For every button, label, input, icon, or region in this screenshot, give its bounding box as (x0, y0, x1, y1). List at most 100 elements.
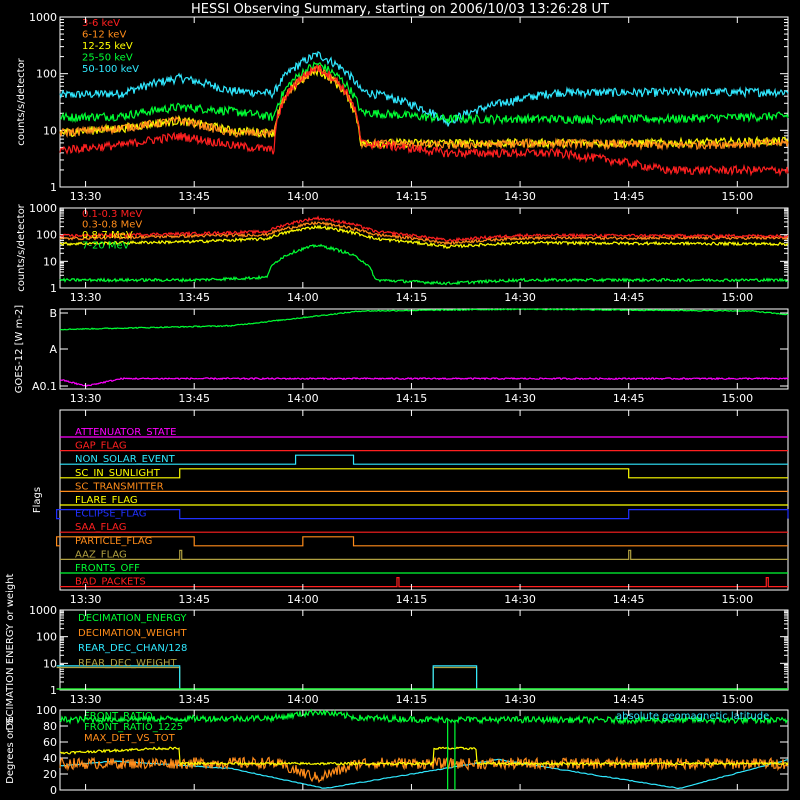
flag-line (56, 509, 789, 520)
time-tick-label: 14:30 (504, 693, 536, 706)
time-tick-label: 14:00 (287, 190, 319, 203)
series-line (59, 243, 789, 286)
y-tick-label: A0.1 (32, 380, 57, 393)
series-line (59, 224, 789, 250)
series-line (59, 708, 789, 726)
y-tick-label: 20 (43, 768, 57, 781)
flags-frame (59, 409, 789, 591)
series-line (59, 61, 789, 126)
legend-entry: 12-25 keV (82, 41, 133, 52)
time-tick-label: 13:45 (178, 190, 210, 203)
y-tick-label: 10 (43, 124, 57, 137)
y-tick-label: 10 (43, 255, 57, 268)
legend-entry: 3-6 keV (82, 18, 120, 29)
legend-entry: 25-50 keV (82, 53, 133, 64)
time-tick-label: 14:15 (396, 693, 428, 706)
time-tick-label: 14:45 (613, 190, 645, 203)
series-line (59, 308, 789, 331)
flag-label: NON_SOLAR_EVENT (75, 454, 176, 465)
y-tick-label: 1 (50, 684, 57, 697)
series-line (59, 746, 789, 767)
time-tick-label: 14:30 (504, 593, 536, 606)
flag-label: SAA_FLAG (75, 522, 126, 533)
time-tick-label: 14:30 (504, 392, 536, 405)
y-axis-label: counts/s/detector (16, 203, 27, 291)
flag-label: SC_TRANSMITTER (75, 481, 164, 492)
y-tick-label: A (49, 343, 57, 356)
flag-line (60, 454, 788, 465)
time-tick-label: 14:30 (504, 291, 536, 304)
legend-entry: FRONT_RATIO (84, 711, 153, 722)
y-axis-label: Flags (32, 487, 43, 513)
legend-entry: DECIMATION_ENERGY (78, 613, 187, 624)
time-tick-label: 14:15 (396, 593, 428, 606)
flag-label: ATTENUATOR_STATE (75, 427, 176, 438)
time-tick-label: 15:00 (721, 291, 753, 304)
legend-entry: 0.1-0.3 MeV (82, 209, 142, 220)
y-tick-label: 100 (36, 229, 57, 242)
low-energy-frame (59, 16, 789, 188)
time-tick-label: 14:30 (504, 190, 536, 203)
y-tick-label: 100 (36, 68, 57, 81)
high-energy-frame (59, 207, 789, 289)
series-line (59, 51, 789, 127)
y-tick-label: 1000 (29, 202, 57, 215)
series-line (59, 64, 789, 177)
legend-entry: MAX_DET_VS_TOT (84, 733, 176, 744)
time-tick-label: 13:30 (70, 190, 102, 203)
y-axis-label: DECIMATION ENERGY or weight (5, 573, 16, 730)
time-tick-label: 13:30 (70, 392, 102, 405)
y-axis-label: Degrees or % (5, 716, 16, 784)
time-tick-label: 14:00 (287, 392, 319, 405)
decimation-frame (59, 609, 789, 691)
series-line (56, 665, 788, 690)
flag-line (60, 549, 788, 561)
time-tick-label: 14:00 (287, 593, 319, 606)
legend-entry: 0.8-7 MeV (82, 230, 133, 241)
series-line (59, 220, 789, 246)
legend-entry: 0.3-0.8 MeV (82, 220, 142, 231)
legend-entry: 50-100 keV (82, 64, 139, 75)
time-tick-label: 15:00 (721, 693, 753, 706)
y-axis-label: GOES-12 [W m-2] (14, 305, 25, 393)
time-tick-label: 14:00 (287, 693, 319, 706)
flag-line (60, 468, 788, 479)
series-line (59, 215, 789, 243)
y-tick-label: 1 (50, 282, 57, 295)
legend-entry: REAR_DEC_WEIGHT (78, 658, 177, 669)
ratios-frame (59, 709, 789, 791)
flag-label: PARTICLE_FLAG (75, 536, 152, 547)
flag-line (56, 536, 788, 547)
time-tick-label: 14:45 (613, 291, 645, 304)
time-tick-label: 14:15 (396, 190, 428, 203)
flag-label: FRONTS_OFF (75, 563, 140, 574)
time-tick-label: 14:45 (613, 593, 645, 606)
series-line (59, 376, 789, 387)
legend-entry: DECIMATION_WEIGHT (78, 628, 187, 639)
time-tick-label: 13:45 (178, 593, 210, 606)
flag-label: BAD_PACKETS (75, 577, 146, 588)
y-tick-label: 100 (36, 704, 57, 717)
y-tick-label: 40 (43, 752, 57, 765)
y-tick-label: 100 (36, 631, 57, 644)
flag-label: SC_IN_SUNLIGHT (75, 468, 161, 479)
y-tick-label: 0 (50, 784, 57, 797)
series-line (59, 64, 789, 151)
time-tick-label: 13:45 (178, 392, 210, 405)
flag-label: ECLIPSE_FLAG (75, 509, 146, 520)
legend-entry: FRONT_RATIO_1225 (84, 722, 183, 733)
time-tick-label: 14:00 (287, 291, 319, 304)
time-tick-label: 15:00 (721, 392, 753, 405)
legend-entry: 6-12 keV (82, 30, 126, 41)
time-tick-label: 13:45 (178, 291, 210, 304)
y-tick-label: 1000 (29, 11, 57, 24)
flag-line (60, 576, 788, 588)
time-tick-label: 14:15 (396, 392, 428, 405)
time-tick-label: 14:15 (396, 291, 428, 304)
time-tick-label: 13:30 (70, 291, 102, 304)
legend-entry: REAR_DEC_CHAN/128 (78, 643, 187, 654)
y-tick-label: B (49, 307, 57, 320)
flag-label: AAZ_FLAG (75, 549, 127, 560)
y-tick-label: 1000 (29, 604, 57, 617)
